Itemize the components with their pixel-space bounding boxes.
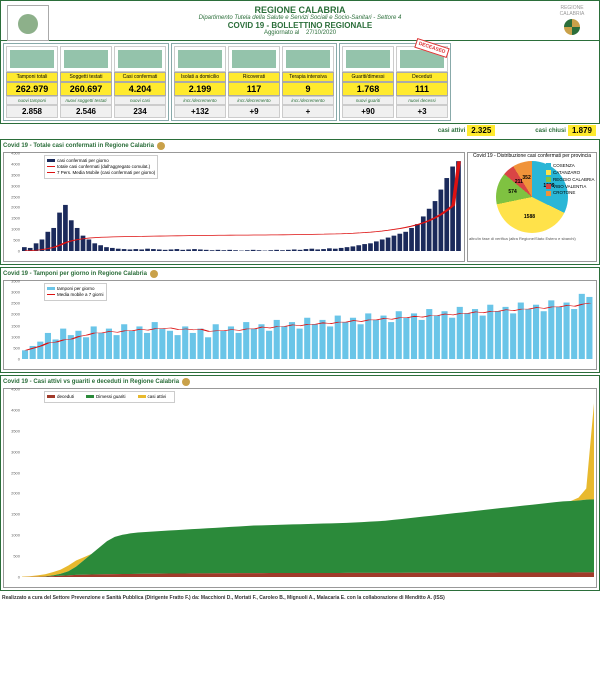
stats-row: Tamponi totali262.979 nuovi tamponi2.858… [0, 41, 600, 124]
chart-total-cases: casi confermati per giornototale casi co… [3, 152, 465, 262]
header: REGIONE CALABRIA REGIONE CALABRIA Dipart… [0, 0, 600, 41]
stat-box: Terapia intensiva9 incr./decremento+ [282, 46, 334, 118]
stat-box: DECEASED Deceduti111 nuovi decessi+3 [396, 46, 448, 118]
stat-icon [114, 46, 166, 72]
stat-box: Tamponi totali262.979 nuovi tamponi2.858 [6, 46, 58, 118]
stat-icon [6, 46, 58, 72]
stat-box: Guariti/dimessi1.768 nuovi guariti+90 [342, 46, 394, 118]
chart-swabs: tamponi per giornoMedia mobile a 7 giorn… [3, 280, 597, 370]
stat-icon [228, 46, 280, 72]
chart-stacked: decedutiDimessi guariticasi attivi 05001… [3, 388, 597, 588]
stat-icon: DECEASED [396, 46, 448, 72]
stat-icon [174, 46, 226, 72]
footer-credits: Realizzato a cura del Settore Prevenzion… [0, 593, 600, 603]
stat-box: Isolati a domicilio2.199 incr./decrement… [174, 46, 226, 118]
stat-icon [342, 46, 394, 72]
summary-tags: casi attivi2.325 casi chiusi1.879 [0, 124, 600, 137]
pie-province: Covid 19 - Distribuzione casi confermati… [467, 152, 597, 262]
update-date: Aggiornato al 27/10/2020 [5, 30, 595, 36]
stat-box: Casi confermati4.204 nuovi casi234 [114, 46, 166, 118]
virus-icon [7, 5, 49, 41]
panel-swabs: Covid 19 - Tamponi per giorno in Regione… [0, 267, 600, 373]
page-title: COVID 19 - BOLLETTINO REGIONALE [5, 21, 595, 30]
stat-box: Ricoverati117 incr./decremento+9 [228, 46, 280, 118]
panel-active-vs-closed: Covid 19 - Casi attivi vs guariti e dece… [0, 375, 600, 591]
region-name: REGIONE CALABRIA [5, 5, 595, 15]
region-logo: REGIONE CALABRIA [551, 5, 593, 41]
stat-icon [60, 46, 112, 72]
stat-icon [282, 46, 334, 72]
stat-box: Soggetti testati260.697 nuovi soggetti t… [60, 46, 112, 118]
panel-total-cases: Covid 19 - Totale casi confermati in Reg… [0, 139, 600, 265]
